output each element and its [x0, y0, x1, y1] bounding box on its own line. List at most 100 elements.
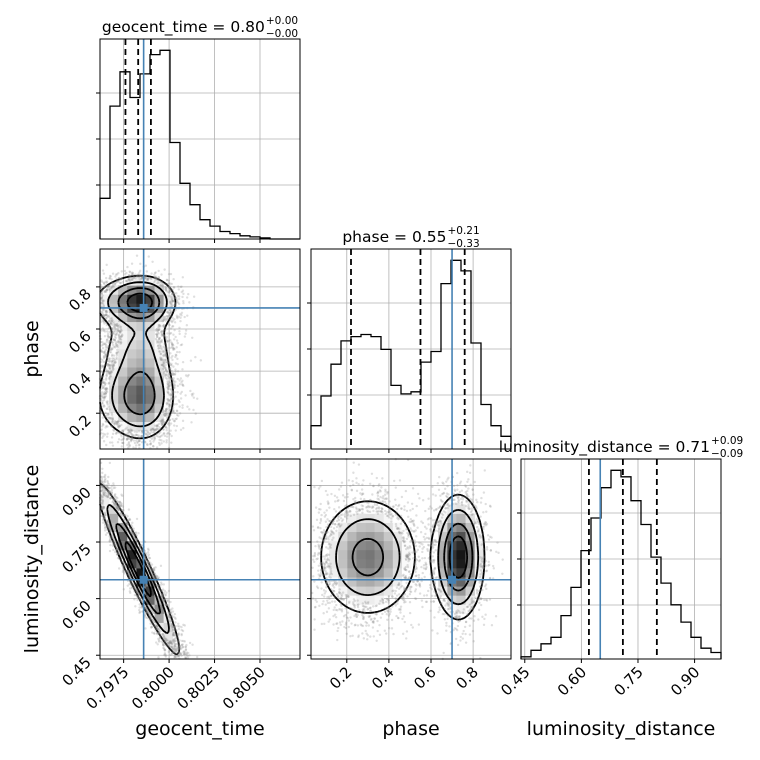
- sample-point-geocent_time-luminosity_distance: [100, 506, 104, 509]
- density-cell-geocent_time-phase: [127, 358, 137, 368]
- sample-point-geocent_time-phase: [162, 432, 165, 435]
- sample-point-geocent_time-luminosity_distance: [177, 653, 180, 657]
- sample-point-phase-luminosity_distance: [446, 614, 450, 617]
- sample-point-geocent_time-luminosity_distance: [138, 606, 141, 609]
- sample-point-phase-luminosity_distance: [434, 494, 437, 497]
- sample-point-geocent_time-phase: [121, 441, 125, 445]
- sample-point-phase-luminosity_distance: [459, 480, 463, 483]
- sample-point-geocent_time-luminosity_distance: [121, 565, 124, 568]
- sample-point-geocent_time-luminosity_distance: [125, 521, 128, 525]
- sample-point-geocent_time-phase: [109, 339, 112, 343]
- sample-point-geocent_time-phase: [170, 300, 173, 303]
- sample-point-phase-luminosity_distance: [472, 493, 475, 496]
- sample-point-geocent_time-phase: [162, 428, 165, 431]
- sample-point-geocent_time-phase: [181, 404, 184, 407]
- density-cell-phase-luminosity_distance: [374, 586, 385, 596]
- density-cell-geocent_time-luminosity_distance: [100, 495, 110, 505]
- sample-point-geocent_time-phase: [175, 402, 178, 406]
- sample-point-geocent_time-phase: [102, 398, 106, 402]
- sample-point-geocent_time-luminosity_distance: [132, 529, 135, 533]
- sample-point-phase-luminosity_distance: [385, 497, 389, 500]
- sample-point-phase-luminosity_distance: [393, 592, 397, 595]
- sample-point-geocent_time-luminosity_distance: [147, 564, 150, 568]
- sample-point-geocent_time-phase: [102, 272, 106, 275]
- sample-point-geocent_time-luminosity_distance: [116, 548, 120, 551]
- sample-point-geocent_time-phase: [108, 289, 111, 292]
- sample-point-geocent_time-phase: [150, 427, 153, 431]
- sample-point-geocent_time-phase: [102, 319, 105, 322]
- sample-point-geocent_time-phase: [167, 339, 171, 342]
- sample-point-phase-luminosity_distance: [316, 557, 319, 560]
- sample-point-geocent_time-luminosity_distance: [168, 641, 171, 644]
- sample-point-geocent_time-luminosity_distance: [161, 636, 165, 639]
- sample-point-geocent_time-luminosity_distance: [135, 589, 139, 592]
- sample-point-geocent_time-phase: [138, 271, 141, 274]
- sample-point-geocent_time-phase: [169, 401, 173, 404]
- ytick-label-luminosity_distance-3: 0.75: [58, 540, 94, 576]
- sample-point-phase-luminosity_distance: [475, 498, 478, 502]
- sample-point-geocent_time-luminosity_distance: [153, 568, 156, 572]
- sample-point-geocent_time-phase: [103, 383, 107, 387]
- sample-point-phase-luminosity_distance: [329, 532, 333, 536]
- sample-point-geocent_time-luminosity_distance: [170, 646, 174, 649]
- sample-point-phase-luminosity_distance: [484, 583, 488, 586]
- sample-point-phase-luminosity_distance: [433, 585, 437, 588]
- sample-point-phase-luminosity_distance: [442, 651, 445, 655]
- sample-point-geocent_time-luminosity_distance: [165, 639, 169, 642]
- sample-point-geocent_time-phase: [137, 439, 141, 443]
- sample-point-phase-luminosity_distance: [466, 613, 469, 617]
- sample-point-geocent_time-luminosity_distance: [155, 575, 158, 578]
- sample-point-phase-luminosity_distance: [415, 558, 419, 562]
- sample-point-geocent_time-phase: [144, 276, 148, 279]
- sample-point-phase-luminosity_distance: [479, 556, 482, 559]
- sample-point-geocent_time-phase: [117, 341, 120, 344]
- sample-point-geocent_time-luminosity_distance: [182, 650, 185, 653]
- sample-point-geocent_time-phase: [172, 373, 175, 376]
- density-cell-geocent_time-luminosity_distance: [109, 513, 119, 523]
- sample-point-geocent_time-phase: [173, 328, 176, 332]
- sample-point-phase-luminosity_distance: [351, 479, 354, 483]
- density-cell-phase-luminosity_distance: [356, 549, 366, 560]
- sample-point-geocent_time-luminosity_distance: [179, 652, 183, 655]
- density-cell-phase-luminosity_distance: [347, 513, 357, 523]
- sample-point-geocent_time-luminosity_distance: [163, 648, 167, 651]
- sample-point-geocent_time-phase: [126, 436, 130, 439]
- density-cell-geocent_time-phase: [154, 339, 164, 350]
- sample-point-phase-luminosity_distance: [427, 523, 430, 526]
- sample-point-geocent_time-luminosity_distance: [104, 511, 107, 515]
- density-cell-phase-luminosity_distance: [338, 568, 348, 578]
- sample-point-geocent_time-phase: [100, 289, 104, 293]
- sample-point-geocent_time-phase: [119, 433, 123, 436]
- sample-point-phase-luminosity_distance: [351, 634, 354, 637]
- sample-point-geocent_time-phase: [117, 271, 120, 275]
- sample-point-geocent_time-phase: [115, 332, 119, 335]
- sample-point-geocent_time-phase: [116, 350, 120, 354]
- density-cell-geocent_time-phase: [118, 349, 128, 359]
- density-cell-phase-luminosity_distance: [392, 577, 403, 587]
- density-cell-phase-luminosity_distance: [347, 522, 357, 533]
- sample-point-geocent_time-luminosity_distance: [160, 583, 164, 586]
- sample-point-phase-luminosity_distance: [329, 546, 332, 549]
- sample-point-phase-luminosity_distance: [371, 626, 375, 629]
- sample-point-geocent_time-luminosity_distance: [173, 648, 176, 651]
- sample-point-geocent_time-phase: [153, 279, 157, 282]
- sample-point-geocent_time-luminosity_distance: [115, 548, 118, 551]
- sample-point-geocent_time-phase: [125, 433, 128, 436]
- sample-point-phase-luminosity_distance: [338, 621, 342, 624]
- sample-point-phase-luminosity_distance: [411, 507, 414, 511]
- sample-point-geocent_time-phase: [119, 329, 122, 332]
- sample-point-geocent_time-luminosity_distance: [172, 646, 175, 650]
- sample-point-geocent_time-phase: [100, 296, 103, 300]
- sample-point-geocent_time-phase: [107, 353, 110, 356]
- density-cell-geocent_time-phase: [109, 367, 119, 377]
- sample-point-phase-luminosity_distance: [376, 619, 379, 623]
- sample-point-geocent_time-luminosity_distance: [158, 633, 161, 636]
- sample-point-geocent_time-phase: [169, 363, 172, 367]
- sample-point-geocent_time-phase: [144, 264, 148, 267]
- sample-point-geocent_time-phase: [161, 333, 165, 337]
- sample-point-geocent_time-phase: [114, 345, 117, 348]
- sample-point-geocent_time-phase: [153, 271, 157, 275]
- sample-point-phase-luminosity_distance: [354, 613, 357, 616]
- sample-point-geocent_time-phase: [191, 336, 194, 339]
- sample-point-geocent_time-luminosity_distance: [149, 564, 152, 568]
